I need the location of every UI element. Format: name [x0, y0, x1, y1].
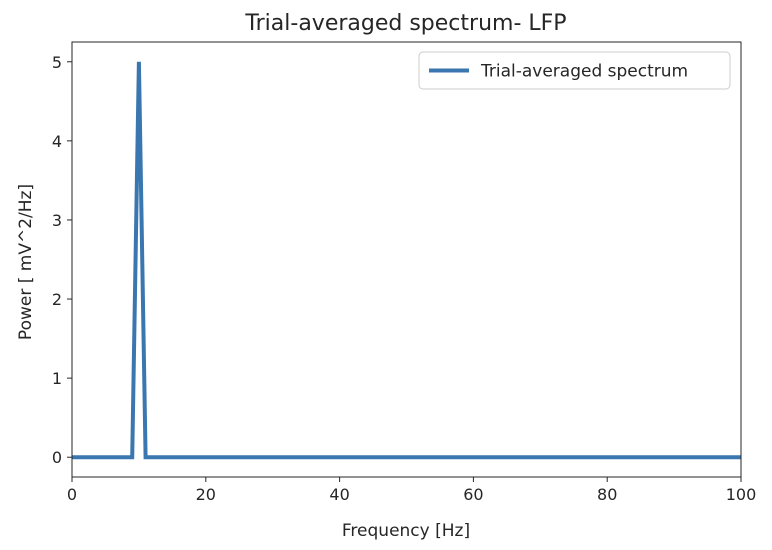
x-axis-label: Frequency [Hz] [342, 521, 470, 541]
y-tick-label: 2 [52, 290, 62, 309]
x-tick-label: 60 [463, 485, 483, 504]
x-axis-ticks: 0 20 40 60 80 100 [67, 477, 756, 504]
x-tick-label: 100 [726, 485, 757, 504]
legend-label: Trial-averaged spectrum [480, 62, 688, 82]
x-tick-label: 20 [196, 485, 216, 504]
x-tick-label: 0 [67, 485, 77, 504]
y-tick-label: 4 [52, 132, 62, 151]
y-tick-label: 5 [52, 53, 62, 72]
y-tick-label: 3 [52, 211, 62, 230]
legend-box [418, 51, 731, 90]
legend: Trial-averaged spectrum [418, 51, 731, 90]
y-axis-label: Power [ mV^2/Hz] [16, 184, 36, 340]
series-line-0 [72, 61, 741, 460]
plot-area [72, 42, 741, 477]
plot-frame [71, 41, 742, 478]
y-tick-label: 0 [52, 448, 62, 467]
series-layer [72, 61, 741, 460]
x-tick-label: 40 [329, 485, 349, 504]
y-axis-ticks: 0 1 2 3 4 5 [52, 53, 72, 467]
chart-title: Trial-averaged spectrum- LFP [244, 11, 566, 36]
y-tick-label: 1 [52, 369, 62, 388]
x-tick-label: 80 [597, 485, 617, 504]
